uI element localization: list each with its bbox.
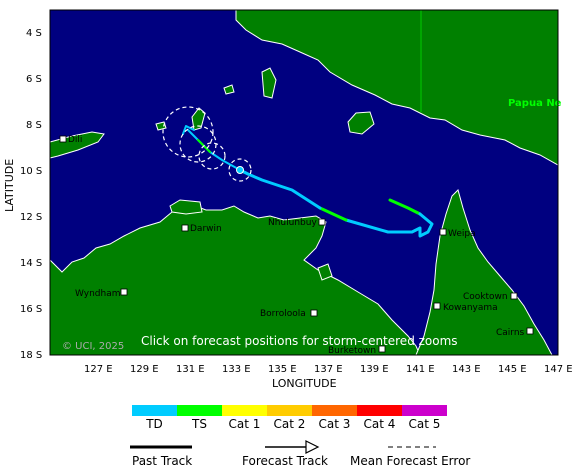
cooktown-label: Cooktown bbox=[463, 292, 508, 302]
darwin-marker bbox=[181, 224, 189, 232]
papua-label: Papua Ne bbox=[508, 98, 562, 109]
wyndham-marker bbox=[120, 288, 128, 296]
click-hint-text: Click on forecast positions for storm-ce… bbox=[141, 334, 458, 348]
weipa-label: Weipa bbox=[448, 229, 476, 239]
lat-tick-label: 10 S bbox=[20, 166, 42, 177]
small-island-2 bbox=[155, 121, 167, 131]
frederik-hendrik-island bbox=[347, 111, 375, 135]
city-markers bbox=[59, 135, 534, 353]
lon-tick-label: 143 E bbox=[452, 364, 481, 375]
lat-tick-label: 14 S bbox=[20, 258, 42, 269]
lon-tick-label: 127 E bbox=[84, 364, 113, 375]
cat3-label: Cat 3 bbox=[318, 417, 351, 431]
cape-york-peninsula bbox=[415, 189, 553, 356]
forecast-circle-24h[interactable] bbox=[198, 142, 226, 170]
latitude-title: LATITUDE bbox=[3, 159, 16, 212]
past-track-td-2 bbox=[238, 168, 322, 210]
cat3-swatch bbox=[312, 405, 357, 416]
burketown-marker bbox=[378, 345, 386, 353]
ts-swatch bbox=[177, 405, 222, 416]
latitude-axis: 4 S 6 S 8 S 10 S 12 S 14 S 16 S 18 S LAT… bbox=[3, 28, 42, 361]
lat-tick-label: 16 S bbox=[20, 304, 42, 315]
map-frame bbox=[49, 9, 559, 356]
dili-marker bbox=[59, 135, 67, 143]
cooktown-marker bbox=[510, 292, 518, 300]
longitude-title: LONGITUDE bbox=[272, 377, 337, 390]
cat4-label: Cat 4 bbox=[363, 417, 396, 431]
cat4-swatch bbox=[357, 405, 402, 416]
lon-tick-label: 131 E bbox=[176, 364, 205, 375]
borroloola-marker bbox=[310, 309, 318, 317]
td-label: TD bbox=[146, 417, 163, 431]
small-island-1 bbox=[223, 84, 235, 95]
forecast-error-circles bbox=[162, 106, 252, 182]
lon-tick-label: 145 E bbox=[498, 364, 527, 375]
lon-tick-label: 135 E bbox=[268, 364, 297, 375]
current-position-marker[interactable] bbox=[236, 166, 244, 174]
past-track-ts-start bbox=[388, 198, 422, 216]
copyright-text: © UCI, 2025 bbox=[62, 341, 124, 352]
cairns-label: Cairns bbox=[496, 328, 525, 338]
cairns-marker bbox=[526, 327, 534, 335]
burketown-label: Burketown bbox=[328, 346, 376, 356]
longitude-axis: 127 E 129 E 131 E 133 E 135 E 137 E 139 … bbox=[84, 364, 573, 390]
track-legend-lines bbox=[130, 440, 436, 454]
kowanyama-label: Kowanyama bbox=[443, 303, 498, 313]
forecast-circle-36h[interactable] bbox=[179, 125, 217, 163]
forecast-circle-48h[interactable] bbox=[162, 106, 214, 158]
track-legend: Past Track Forecast Track Mean Forecast … bbox=[0, 440, 580, 476]
lon-tick-label: 129 E bbox=[130, 364, 159, 375]
forecast-circle-12h[interactable] bbox=[228, 158, 252, 182]
lat-tick-label: 18 S bbox=[20, 350, 42, 361]
forecast-track-label: Forecast Track bbox=[242, 454, 328, 468]
aru-islands bbox=[261, 67, 277, 99]
forecast-arrow-icon bbox=[305, 440, 320, 454]
kowanyama-marker bbox=[433, 302, 441, 310]
intensity-color-bar bbox=[132, 405, 447, 416]
ts-label: TS bbox=[192, 417, 207, 431]
lon-tick-label: 137 E bbox=[314, 364, 343, 375]
lat-tick-label: 8 S bbox=[26, 120, 42, 131]
lat-tick-label: 12 S bbox=[20, 212, 42, 223]
lat-tick-label: 4 S bbox=[26, 28, 42, 39]
cat5-label: Cat 5 bbox=[408, 417, 441, 431]
wyndham-label: Wyndham bbox=[75, 289, 120, 299]
lon-tick-label: 141 E bbox=[406, 364, 435, 375]
nhulunbuy-label: Nhulunbuy bbox=[268, 218, 317, 228]
dili-label: Dili bbox=[68, 135, 82, 145]
darwin-label: Darwin bbox=[190, 224, 222, 234]
lon-tick-label: 147 E bbox=[544, 364, 573, 375]
past-track-td-1 bbox=[344, 212, 434, 238]
nhulunbuy-marker bbox=[318, 218, 326, 226]
storm-track-map: Dili Darwin Nhulunbuy Weipa Wyndham Kowa… bbox=[3, 9, 573, 390]
cat1-label: Cat 1 bbox=[228, 417, 261, 431]
cat2-label: Cat 2 bbox=[273, 417, 306, 431]
australia-landmass bbox=[49, 203, 421, 356]
new-guinea-landmass bbox=[235, 9, 559, 166]
storm-track bbox=[182, 125, 434, 238]
lon-tick-label: 133 E bbox=[222, 364, 251, 375]
cat5-swatch bbox=[402, 405, 447, 416]
lat-tick-label: 6 S bbox=[26, 74, 42, 85]
groote-eylandt bbox=[317, 263, 333, 281]
lon-tick-label: 139 E bbox=[360, 364, 389, 375]
melville-island bbox=[169, 199, 203, 215]
weipa-marker bbox=[439, 228, 447, 236]
borroloola-label: Borroloola bbox=[260, 309, 306, 319]
mean-error-label: Mean Forecast Error bbox=[350, 454, 471, 468]
forecast-arrow-head bbox=[182, 125, 195, 135]
past-track-label: Past Track bbox=[132, 454, 193, 468]
td-swatch bbox=[132, 405, 177, 416]
intensity-legend-labels: TD TS Cat 1 Cat 2 Cat 3 Cat 4 Cat 5 bbox=[132, 417, 447, 431]
past-track-ts-middle bbox=[318, 206, 348, 222]
cat1-swatch bbox=[222, 405, 267, 416]
cat2-swatch bbox=[267, 405, 312, 416]
